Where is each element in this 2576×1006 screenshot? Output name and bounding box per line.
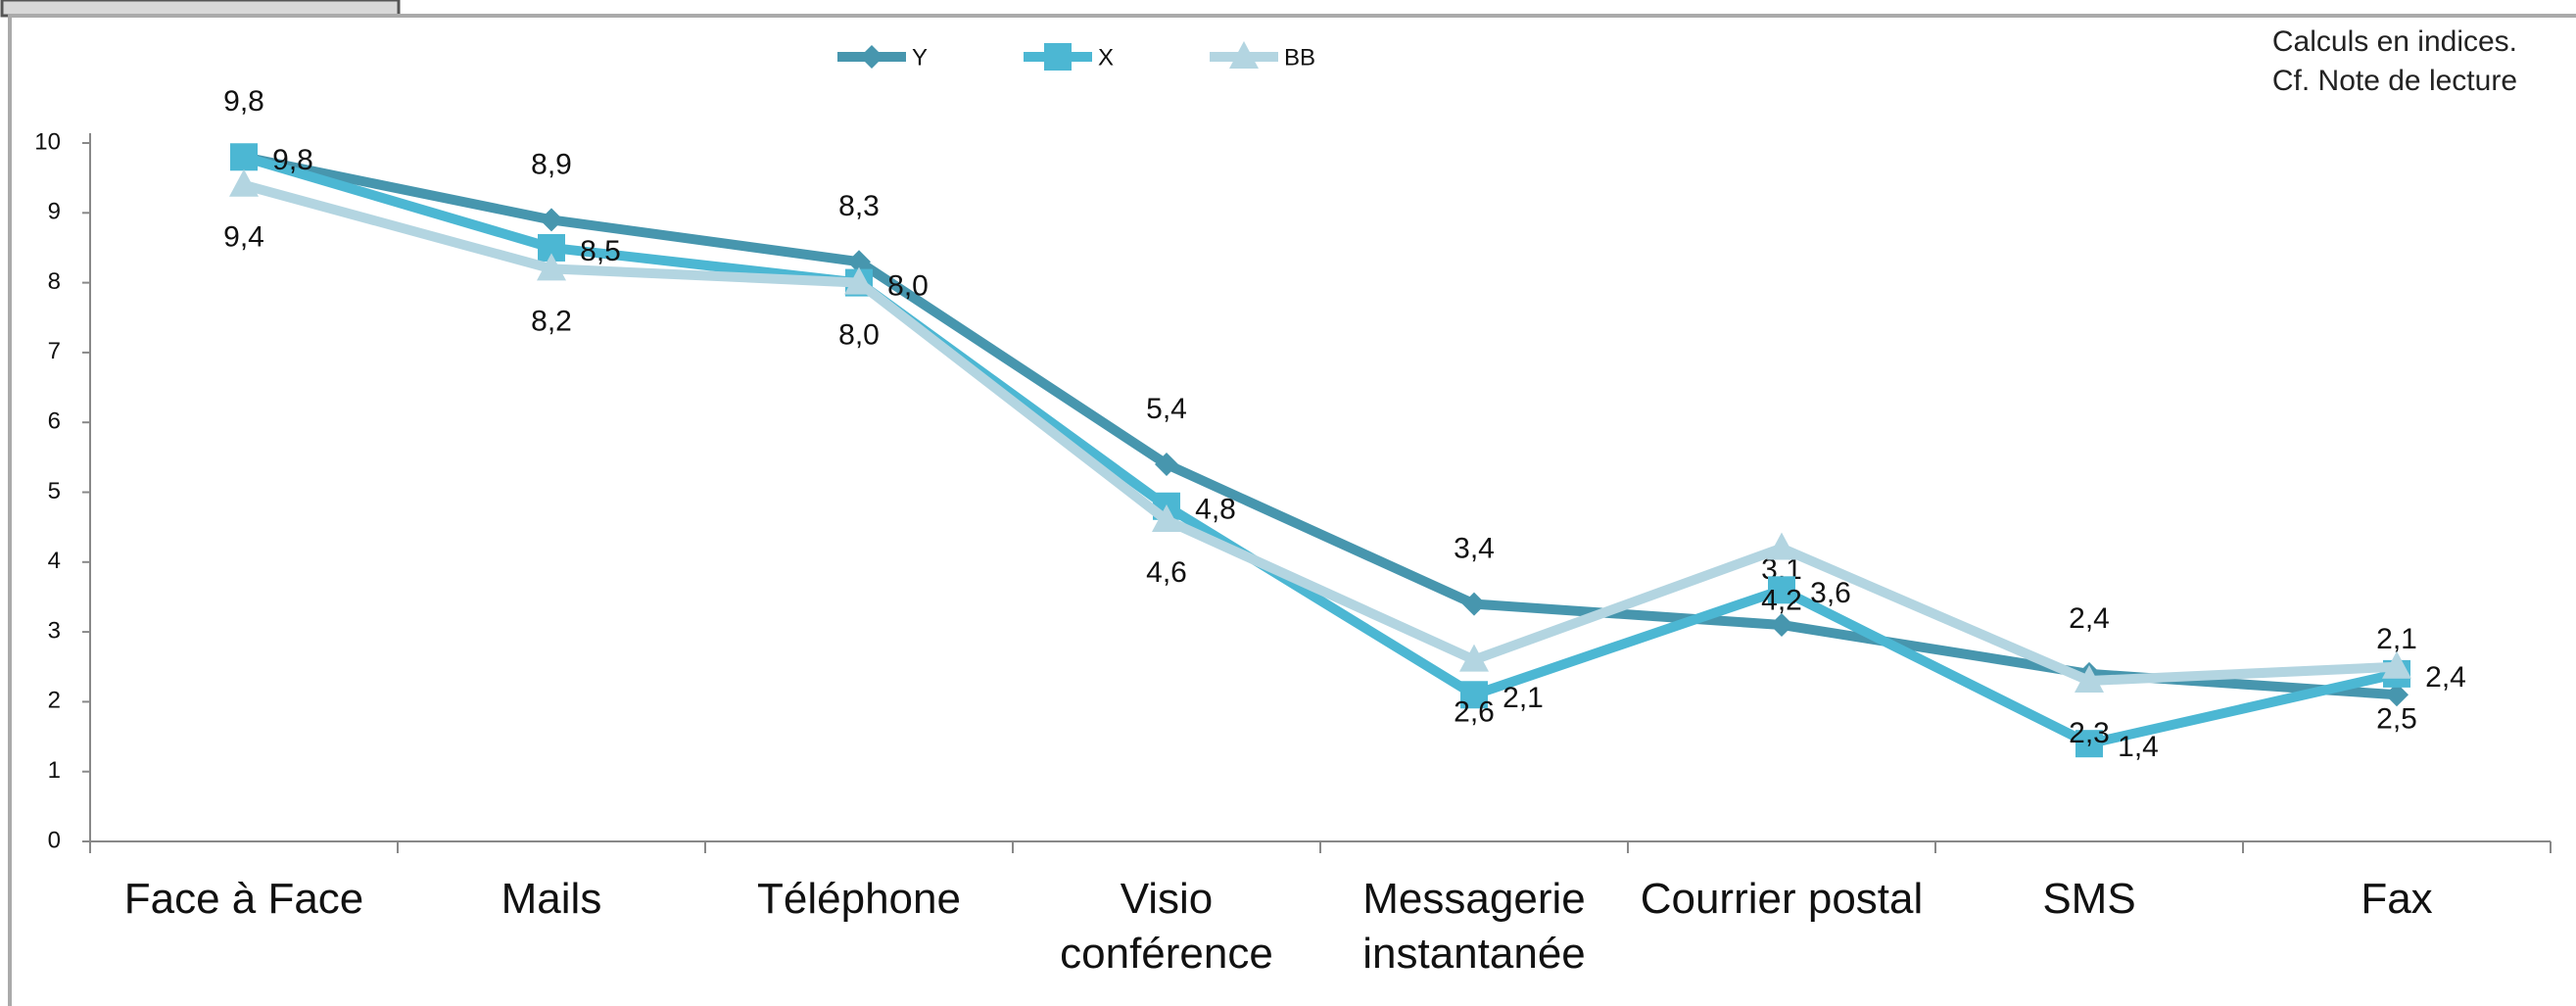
data-label: 4,6 [1146,556,1187,589]
marker [1460,681,1488,709]
legend-label: X [1098,44,1114,71]
x-tick-label: SMS [2042,875,2136,923]
legend-marker [860,45,883,69]
marker [1767,532,1796,560]
data-label: 8,3 [838,190,880,222]
data-label: 4,2 [1761,584,1802,616]
data-label: 9,8 [272,144,313,176]
x-tick-label: Téléphone [757,875,961,923]
data-label: 8,2 [531,305,572,337]
note: Calculs en indices. [2271,25,2517,58]
series-line [242,179,2398,687]
x-tick-label: Fax [2361,875,2433,923]
marker [2075,665,2104,694]
marker [844,266,874,295]
y-tick-label: 1 [48,757,61,784]
data-label: 3,6 [1810,577,1851,609]
data-label: 2,1 [2376,623,2417,655]
data-label: 8,9 [531,148,572,180]
data-label: 8,0 [887,270,929,303]
data-label: 8,5 [580,235,621,267]
legend-label: Y [912,44,928,71]
x-tick-label: Face à Face [123,875,364,923]
y-tick-label: 6 [48,408,61,435]
x-tick-label: Mails [501,875,602,923]
marker [1770,612,1793,637]
data-label: 3,4 [1454,533,1495,565]
data-label: 9,8 [223,85,264,118]
data-label: 5,4 [1146,393,1187,425]
marker [847,250,871,274]
data-label: 8,0 [838,319,880,352]
marker [230,143,258,171]
data-label: 4,8 [1195,494,1236,526]
data-label: 2,5 [2376,703,2417,736]
x-tick-label: Visio conférence [1060,875,1273,978]
y-tick-label: 2 [48,688,61,714]
data-label: 2,6 [1454,696,1495,729]
data-label: 2,3 [2069,717,2110,749]
marker [2385,683,2409,707]
marker [537,253,566,281]
legend-marker [1044,43,1072,71]
marker [540,208,563,232]
data-label: 1,4 [2118,731,2159,763]
marker [1155,452,1178,476]
legend-label: BB [1284,44,1315,71]
series-line [242,152,2399,749]
marker [1462,592,1486,616]
y-tick-label: 4 [48,548,61,574]
marker [229,168,259,197]
marker [1768,576,1795,604]
note: Cf. Note de lecture [2271,65,2517,97]
y-tick-label: 8 [48,268,61,295]
marker [2075,730,2103,758]
y-tick-label: 5 [48,478,61,504]
data-label: 2,4 [2069,602,2110,635]
y-tick-label: 0 [48,827,61,853]
data-label: 2,1 [1503,682,1544,714]
y-tick-label: 9 [48,199,61,225]
marker [1152,504,1181,533]
data-label: 2,4 [2425,661,2466,694]
marker [1459,644,1489,672]
series-line [242,152,2398,700]
x-tick-label: Courrier postal [1640,875,1924,923]
y-tick-label: 10 [34,128,61,155]
x-tick-label: Messagerie instantanée [1362,875,1586,978]
data-label: 9,4 [223,221,264,254]
legend-marker [1229,41,1259,69]
y-tick-label: 7 [48,338,61,364]
y-tick-label: 3 [48,617,61,644]
frame [8,14,2576,1006]
marker [2382,650,2411,679]
tab [0,0,401,18]
